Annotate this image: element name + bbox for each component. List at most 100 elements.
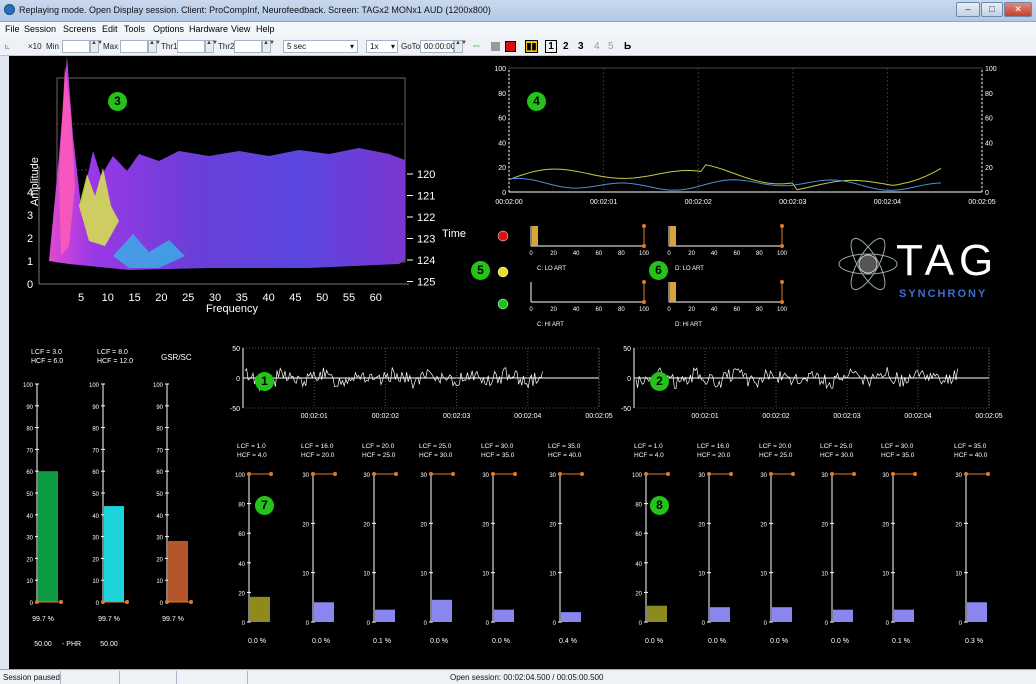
left-bar-tick: 10 — [92, 579, 99, 585]
band-tick: 80 — [238, 503, 245, 509]
goto-input[interactable]: 00:00:00 — [420, 40, 455, 53]
left-bar-threshold-handle — [165, 600, 169, 604]
raw-x-tick: 00:02:04 — [514, 413, 541, 420]
left-bar-tick: 60 — [156, 470, 163, 476]
status-bar: Session paused Open session: 00:02:04.50… — [0, 669, 1036, 684]
trend-x-tick: 00:02:05 — [968, 199, 995, 206]
menu-tools[interactable]: Tools — [124, 24, 146, 34]
min-spinner[interactable]: ▲▼ — [90, 40, 103, 53]
speed-select[interactable]: 1x ▾ — [366, 40, 398, 53]
zoom-label[interactable]: ×10 — [28, 42, 42, 51]
menu-file[interactable]: File — [5, 24, 20, 34]
band-tick: 10 — [821, 572, 828, 578]
left-bar-threshold-handle — [125, 600, 129, 604]
time-window-value: 5 sec — [287, 42, 307, 51]
red-status-light — [497, 230, 509, 242]
thr1-input[interactable] — [177, 40, 205, 53]
menu-session[interactable]: Session — [24, 24, 57, 34]
trend-panel: 0 0 20 20 40 40 60 60 80 80 100 100 00:02:00 00:02:01… — [494, 66, 996, 206]
spectrum-time-tick: 120 — [417, 169, 435, 181]
stop-icon[interactable] — [505, 41, 516, 52]
spectrum-x-tick: 20 — [155, 292, 167, 304]
pause-icon[interactable]: ▮▮ — [525, 40, 538, 53]
band-tick: 30 — [882, 473, 889, 479]
logo-sub: SYNCHRONY — [899, 288, 988, 300]
minimize-button[interactable]: – — [956, 2, 980, 17]
badge-2: 2 — [650, 372, 669, 391]
thr2-input[interactable] — [234, 40, 262, 53]
trend-y-tick-left: 80 — [498, 91, 506, 98]
left-bar-value: 50.00 — [100, 641, 118, 648]
band-threshold-handle — [852, 472, 856, 476]
menu-screens[interactable]: Screens — [63, 24, 97, 34]
left-bar-pct: 99.7 % — [98, 616, 120, 623]
band-threshold-handle — [269, 472, 273, 476]
band-threshold-handle — [247, 472, 251, 476]
artifact-tick: 40 — [573, 307, 580, 313]
band-tick: 0 — [242, 621, 246, 627]
left-bar-pct: 99.7 % — [32, 616, 54, 623]
badge-7: 7 — [255, 496, 274, 515]
spectrum-x-tick: 40 — [262, 292, 274, 304]
menu-hardware[interactable]: Hardware — [189, 24, 229, 34]
artifact-tick: 20 — [688, 307, 695, 313]
left-bar-tick: 100 — [23, 383, 34, 389]
band-pct: 0.1 % — [892, 638, 910, 645]
artifact-threshold-handle — [780, 300, 784, 304]
left-bar-tick: 20 — [156, 557, 163, 563]
band-threshold-handle — [769, 472, 773, 476]
screen-3-button[interactable]: 3 — [578, 41, 584, 52]
band-threshold-handle — [666, 472, 670, 476]
menu-view[interactable]: View — [231, 24, 251, 34]
max-spinner[interactable]: ▲▼ — [148, 40, 161, 53]
screen-1-button[interactable]: 1 — [545, 40, 557, 53]
left-bar-tick: 90 — [26, 405, 33, 411]
screen-4-button[interactable]: 4 — [594, 41, 600, 52]
menu-help[interactable]: Help — [256, 24, 275, 34]
artifact-tick: 60 — [595, 307, 602, 313]
play-icon[interactable]: ⇔ — [471, 40, 482, 52]
band-pct: 0.0 % — [312, 638, 330, 645]
close-button[interactable]: ✕ — [1004, 2, 1032, 17]
min-input[interactable] — [62, 40, 90, 53]
band-threshold-handle — [491, 472, 495, 476]
band-hcf: HCF = 35.0 — [481, 452, 515, 459]
spectrum-xlabel: Frequency — [206, 303, 258, 315]
band-threshold-handle — [429, 472, 433, 476]
left-bar-tick: 40 — [92, 514, 99, 520]
max-input[interactable] — [120, 40, 148, 53]
spectrum-peak-cyan — [113, 234, 185, 268]
band-bar — [710, 607, 730, 622]
left-gutter — [0, 56, 9, 669]
grid-toggle-icon[interactable]: ⊾ — [4, 42, 11, 51]
raw-x-tick: 00:02:03 — [443, 413, 470, 420]
record-disabled-icon[interactable] — [491, 42, 500, 51]
band-threshold-handle — [891, 472, 895, 476]
band-pct: 0.3 % — [965, 638, 983, 645]
spectrum-y-tick: 2 — [27, 233, 33, 245]
trend-y-tick-right: 60 — [985, 116, 993, 123]
menu-options[interactable]: Options — [153, 24, 185, 34]
band-lcf: LCF = 16.0 — [301, 443, 334, 450]
thr1-spinner[interactable]: ▲▼ — [205, 40, 218, 53]
trend-x-tick: 00:02:02 — [685, 199, 712, 206]
maximize-button[interactable]: □ — [981, 2, 1003, 17]
time-window-select[interactable]: 5 sec ▾ — [283, 40, 358, 53]
band-tick: 0 — [886, 621, 890, 627]
goto-spinner[interactable]: ▲▼ — [454, 40, 467, 53]
raw-x-tick: 00:02:02 — [372, 413, 399, 420]
trend-x-tick: 00:02:00 — [495, 199, 522, 206]
menu-edit[interactable]: Edit — [102, 24, 118, 34]
band-tick: 10 — [482, 572, 489, 578]
band-tick: 100 — [632, 473, 643, 479]
band-tick: 0 — [702, 621, 706, 627]
layout-icon[interactable]: Ь — [624, 41, 632, 52]
screen-5-button[interactable]: 5 — [608, 41, 614, 52]
left-bar-tick: 0 — [96, 601, 100, 607]
screen-2-button[interactable]: 2 — [563, 41, 569, 52]
thr2-spinner[interactable]: ▲▼ — [262, 40, 275, 53]
raw-x-tick: 00:02:02 — [762, 413, 789, 420]
left-bar-tick: 10 — [156, 579, 163, 585]
